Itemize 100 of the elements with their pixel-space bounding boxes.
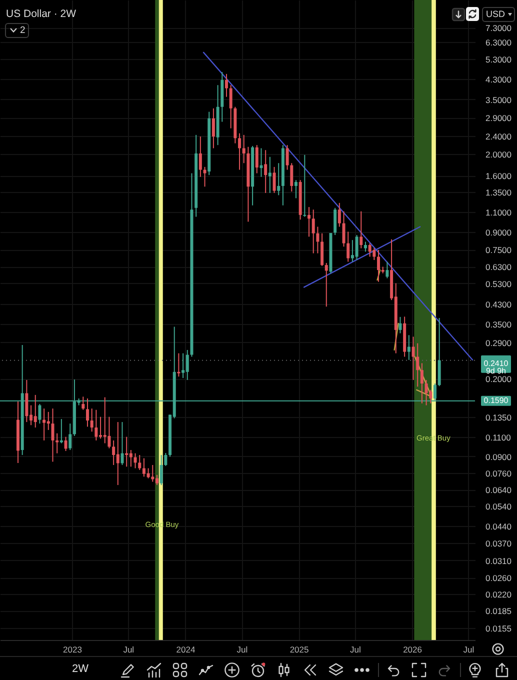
y-tick-label: 3.5000 — [486, 94, 512, 105]
y-tick-label: 0.0185 — [486, 606, 512, 616]
candlestick — [186, 349, 189, 380]
candlestick — [229, 84, 232, 129]
candlestick — [398, 316, 402, 334]
candlestick — [68, 423, 72, 450]
text: 2W — [72, 663, 88, 675]
y-tick-label: 0.7500 — [486, 245, 512, 256]
candlestick — [56, 432, 59, 454]
candlestick — [355, 234, 358, 261]
candlestick — [316, 226, 320, 254]
candlestick — [286, 144, 289, 170]
y-tick-label: 1.3500 — [486, 188, 512, 198]
candlestick — [412, 336, 415, 380]
candlestick — [103, 396, 106, 444]
candlestick — [303, 154, 306, 218]
candlestick — [34, 394, 37, 428]
x-tick-label: 2023 — [63, 644, 82, 654]
candlestick — [38, 404, 42, 424]
y-tick-label: 0.2900 — [486, 338, 512, 348]
candlestick — [346, 231, 350, 262]
candlestick — [138, 454, 142, 470]
candlestick — [416, 342, 420, 388]
y-tick-label: 2.4000 — [486, 132, 512, 142]
candlestick — [377, 249, 380, 282]
candlestick — [60, 418, 63, 444]
candlestick — [125, 436, 128, 468]
y-tick-label: 0.1350 — [486, 412, 512, 422]
y-tick-label: 1.6000 — [486, 171, 512, 182]
candlestick — [155, 474, 158, 486]
y-tick-label: 0.0155 — [486, 623, 512, 634]
x-tick-label: 2026 — [403, 644, 422, 654]
x-tick-label: 2024 — [176, 644, 196, 654]
x-tick-label: Jul — [463, 644, 474, 654]
candlestick — [424, 379, 428, 406]
annotation: 2 — [20, 25, 26, 36]
y-tick-label: 0.0640 — [486, 485, 512, 496]
candlestick — [64, 436, 68, 452]
candlestick — [129, 449, 132, 468]
candlestick — [277, 162, 280, 196]
y-tick-label: 0.0220 — [486, 589, 512, 600]
candlestick — [308, 206, 311, 238]
y-tick-label: 0.0540 — [486, 502, 512, 512]
candlestick — [360, 210, 363, 249]
candlestick — [260, 148, 263, 178]
ref-line-label: 0.1590 — [484, 396, 509, 405]
candlestick — [320, 232, 324, 266]
candlestick — [372, 248, 376, 261]
candlestick — [86, 398, 89, 428]
candlestick — [198, 136, 202, 178]
candlestick — [160, 454, 163, 486]
candlestick — [407, 334, 410, 360]
candlestick — [342, 210, 346, 248]
candlestick — [238, 132, 242, 170]
y-tick-label: 0.9000 — [486, 227, 512, 238]
y-tick-label: 0.0260 — [486, 573, 512, 584]
candlestick — [203, 166, 206, 188]
y-tick-label: 0.0310 — [486, 556, 512, 566]
y-tick-label: 1.1000 — [486, 208, 512, 218]
candlestick — [134, 452, 137, 469]
candlestick — [25, 379, 28, 423]
candlestick — [420, 362, 424, 404]
candlestick — [51, 408, 54, 462]
candlestick — [116, 422, 120, 486]
candlestick — [182, 352, 185, 379]
x-tick-label: 2025 — [290, 644, 309, 654]
y-tick-label: 5.3000 — [486, 54, 512, 64]
candlestick — [338, 202, 341, 228]
y-tick-label: 6.3000 — [486, 37, 512, 48]
candlestick — [324, 262, 328, 308]
candlestick — [386, 261, 389, 279]
y-tick-label: 0.4300 — [486, 299, 512, 310]
collapse-button: 2 — [5, 23, 29, 38]
candlestick — [242, 134, 246, 164]
y-tick-label: 2.0000 — [486, 149, 512, 160]
y-tick-label: 7.3000 — [486, 23, 512, 34]
y-tick-label: 0.0440 — [486, 522, 512, 532]
candlestick — [272, 166, 276, 194]
candlestick — [255, 144, 258, 174]
candlestick — [177, 352, 180, 378]
x-tick-label: Jul — [123, 644, 134, 654]
candlestick — [120, 422, 124, 466]
x-tick-label: Jul — [350, 644, 361, 654]
y-tick-label: 0.2000 — [486, 374, 512, 384]
candlestick — [94, 409, 98, 441]
candlestick — [268, 156, 272, 194]
candlestick — [290, 162, 294, 192]
y-tick-label: 0.6300 — [486, 262, 512, 272]
candlestick — [164, 452, 168, 466]
candlestick — [108, 416, 111, 449]
y-tick-label: 0.0900 — [486, 452, 512, 462]
candlestick — [151, 464, 154, 482]
y-tick-label: 0.0370 — [486, 538, 512, 549]
candlestick — [42, 408, 46, 441]
candlestick — [264, 150, 268, 194]
candlestick — [334, 207, 337, 236]
text: US Dollar · 2W — [6, 8, 76, 20]
candlestick — [312, 209, 315, 254]
candlestick — [294, 180, 298, 199]
candlestick — [368, 242, 372, 258]
